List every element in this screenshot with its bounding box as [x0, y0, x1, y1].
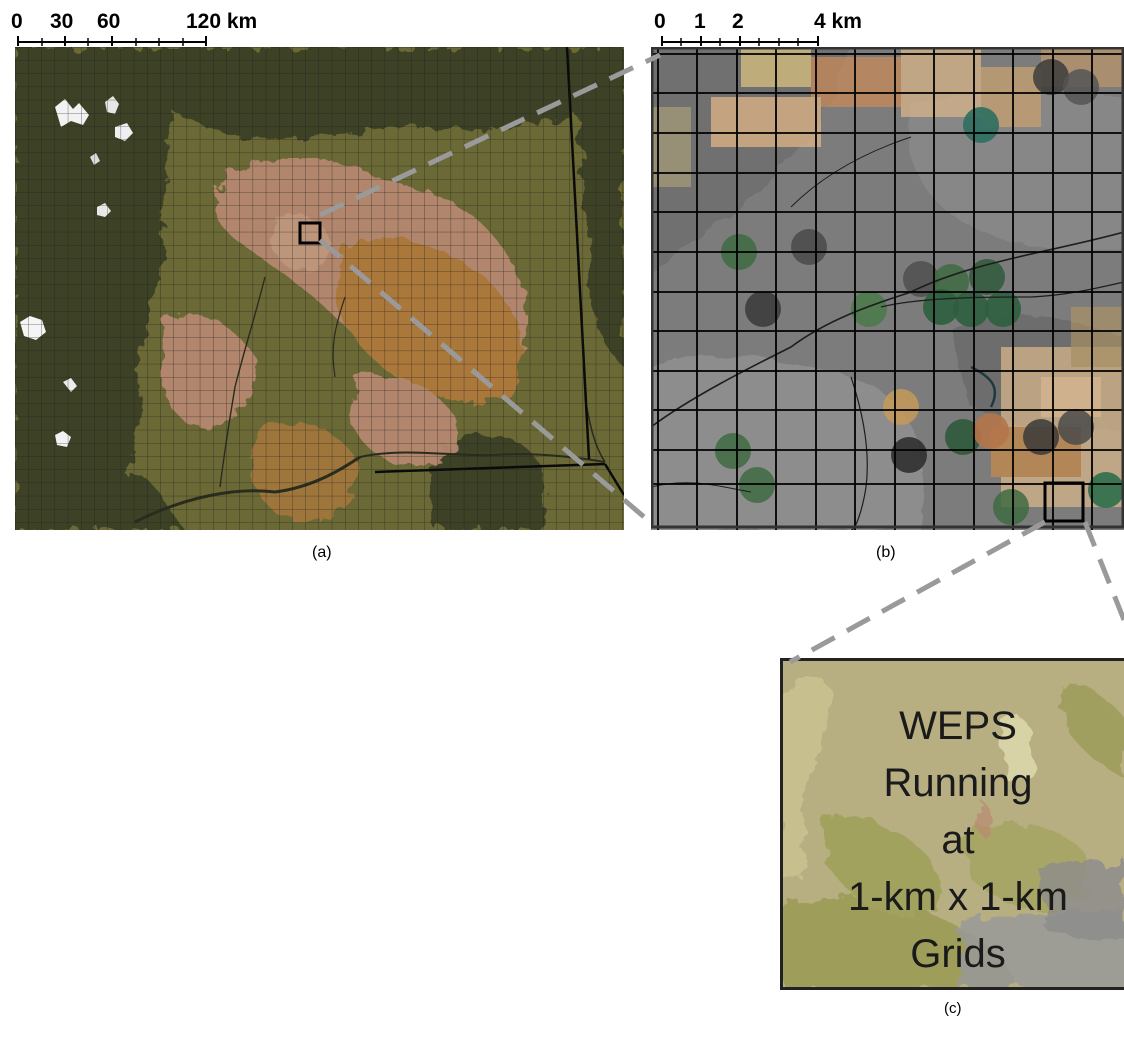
panel-c-label: WEPS Running at 1-km x 1-km Grids [780, 698, 1124, 983]
panel-c-line-3: at [941, 818, 975, 862]
panel-c-line-5: Grids [910, 932, 1006, 976]
panel-c-texture [780, 675, 1124, 990]
panel-b-caption: (b) [876, 544, 896, 561]
panel-b-map-graphic [651, 47, 1124, 530]
scale-b-tick-0: 0 [654, 10, 666, 33]
scale-b-tick-4: 4 km [814, 10, 862, 33]
panel-a-grid [15, 47, 624, 530]
panel-c: WEPS Running at 1-km x 1-km Grids [780, 658, 1124, 990]
pivot-fields [715, 59, 1124, 525]
panel-c-line-2: Running [883, 761, 1033, 805]
scale-b-ruler [661, 36, 819, 46]
scale-a-tick-60: 60 [97, 10, 121, 33]
scale-b-tick-2: 2 [732, 10, 744, 33]
panel-b-zoom-box [1043, 481, 1085, 523]
scale-bar-a: 0 30 60 120 km [0, 0, 320, 48]
panel-c-line-1: WEPS [899, 704, 1017, 748]
panel-c-background [780, 658, 1124, 990]
panel-a-map-graphic [15, 47, 624, 530]
panel-a-caption: (a) [312, 544, 332, 561]
panel-a-zoom-box [298, 221, 322, 245]
panel-c-caption: (c) [944, 1000, 962, 1017]
scale-a-ruler [17, 36, 207, 46]
scale-a-tick-0: 0 [11, 10, 23, 33]
scale-b-tick-1: 1 [694, 10, 706, 33]
scale-a-tick-30: 30 [50, 10, 74, 33]
connector-b-to-c-right [1082, 521, 1124, 621]
panel-b-map [651, 47, 1124, 530]
scale-a-tick-120: 120 km [186, 10, 258, 33]
connector-b-to-c-left [788, 519, 1047, 665]
panel-a-map [15, 47, 624, 530]
panel-c-line-4: 1-km x 1-km [848, 875, 1068, 919]
scale-bar-b: 0 1 2 4 km [640, 0, 900, 48]
